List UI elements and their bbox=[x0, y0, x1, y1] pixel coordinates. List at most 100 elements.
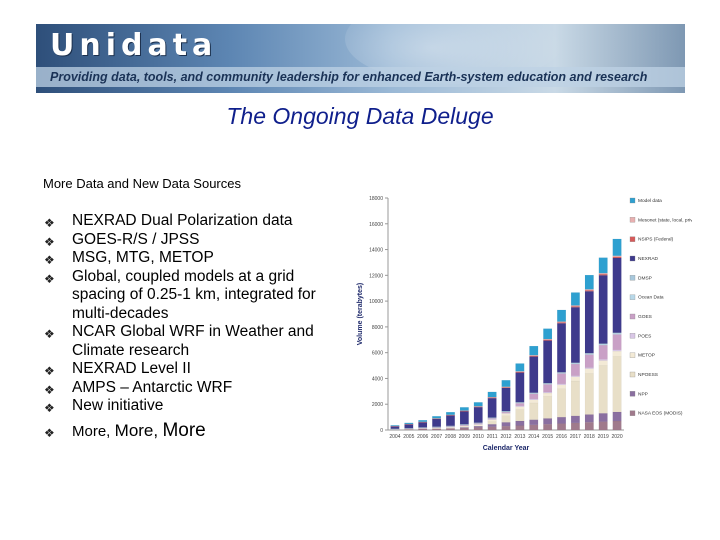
y-tick-label: 16000 bbox=[369, 222, 383, 228]
bar-segment bbox=[446, 415, 455, 426]
bar-segment bbox=[515, 420, 525, 426]
bar-segment bbox=[543, 418, 553, 425]
bar-segment bbox=[612, 256, 622, 259]
bar-segment bbox=[529, 402, 539, 420]
bar-segment bbox=[432, 428, 442, 431]
bullet-item-more: ❖ More, More, More bbox=[44, 420, 344, 442]
bar-segment bbox=[612, 238, 622, 256]
bar-segment bbox=[501, 422, 511, 427]
bullet-diamond-icon: ❖ bbox=[44, 216, 55, 230]
bar-segment bbox=[557, 416, 566, 424]
legend-label: NEXRAD bbox=[638, 256, 659, 262]
bullet-diamond-icon: ❖ bbox=[44, 327, 55, 341]
bar-segment bbox=[557, 383, 566, 386]
bar-segment bbox=[473, 402, 483, 407]
bar-segment bbox=[418, 422, 428, 428]
bullet-text: NEXRAD Level II bbox=[72, 360, 191, 377]
bullet-item: ❖ Global, coupled models at a grid spacin… bbox=[44, 268, 344, 324]
bar-segment bbox=[515, 406, 525, 410]
legend-swatch bbox=[629, 333, 636, 339]
bar-segment bbox=[598, 343, 608, 346]
bar-segment bbox=[446, 428, 455, 431]
unidata-banner: Unidata Providing data, tools, and commu… bbox=[36, 24, 685, 93]
y-tick-label: 4000 bbox=[372, 376, 383, 382]
bullet-diamond-icon: ❖ bbox=[44, 382, 55, 397]
bar-segment bbox=[515, 363, 525, 372]
legend-label: POES bbox=[638, 333, 651, 339]
bullet-diamond-icon: ❖ bbox=[44, 364, 55, 378]
data-volume-chart: 0 2000 4000 6000 8000 10000 12000 14000 16000 180… bbox=[352, 188, 701, 464]
bar-segment bbox=[543, 396, 553, 419]
legend-label: NASA EOS (MODIS) bbox=[638, 411, 683, 417]
bullet-item: ❖ NCAR Global WRF in Weather and Climate … bbox=[44, 323, 344, 360]
bar-segment bbox=[543, 340, 553, 384]
legend-swatch bbox=[629, 313, 636, 320]
bar-segment bbox=[598, 272, 608, 275]
y-tick-label: 2000 bbox=[372, 402, 383, 408]
legend-swatch bbox=[629, 294, 636, 300]
bar-segment bbox=[557, 373, 566, 385]
bar-segment bbox=[612, 257, 622, 333]
bar-segment bbox=[446, 412, 455, 415]
bar-segment bbox=[557, 384, 566, 389]
bar-segment bbox=[598, 274, 608, 276]
bar-segment bbox=[584, 274, 594, 290]
x-axis-label: Calendar Year bbox=[483, 445, 530, 452]
bar-segment bbox=[501, 386, 511, 388]
legend-label: Mesonet (state, local, private) bbox=[638, 217, 692, 223]
bullet-text: MSG, MTG, METOP bbox=[72, 249, 214, 266]
bar-segment bbox=[529, 424, 539, 431]
bar-segment bbox=[570, 363, 580, 376]
bar-segment bbox=[584, 368, 594, 374]
x-tick-label: 2014 bbox=[528, 434, 539, 440]
legend-label: Ocean Data bbox=[638, 295, 664, 301]
bar-segment bbox=[570, 307, 580, 363]
bar-segment bbox=[432, 416, 442, 419]
bar-segment bbox=[612, 334, 622, 350]
bar-segment bbox=[473, 427, 483, 431]
bar-segment bbox=[529, 345, 539, 356]
x-tick-label: 2020 bbox=[611, 434, 622, 440]
bar-segment bbox=[570, 422, 580, 431]
bar-segment bbox=[487, 398, 497, 418]
bar-segment bbox=[584, 291, 594, 354]
bar-segment bbox=[598, 421, 608, 431]
bar-segment bbox=[432, 418, 442, 427]
legend-swatch bbox=[629, 275, 636, 281]
legend-swatch bbox=[629, 352, 636, 358]
legend-swatch bbox=[629, 255, 636, 262]
more-word: More, bbox=[114, 420, 159, 440]
bar-segment bbox=[459, 424, 469, 425]
bar-segment bbox=[515, 403, 525, 406]
bar-segment bbox=[584, 422, 594, 431]
bar-segment bbox=[570, 375, 580, 377]
bar-segment bbox=[612, 411, 622, 422]
x-tick-label: 2013 bbox=[514, 434, 525, 440]
legend-label: DMSP bbox=[638, 275, 652, 281]
bullet-item: ❖ AMPS – Antarctic WRF bbox=[44, 379, 344, 398]
bullet-text: NEXRAD Dual Polarization data bbox=[72, 212, 293, 229]
bar-segment bbox=[570, 380, 580, 416]
bullet-text: NCAR Global WRF in Weather and Climate r… bbox=[72, 323, 314, 359]
bar-segment bbox=[515, 402, 525, 403]
bar-segment bbox=[501, 413, 511, 416]
x-tick-label: 2015 bbox=[542, 434, 553, 440]
bar-segment bbox=[529, 393, 539, 400]
x-tick-label: 2011 bbox=[487, 434, 498, 440]
bullet-diamond-icon: ❖ bbox=[44, 425, 55, 440]
bar-segment bbox=[459, 425, 469, 428]
bar-segment bbox=[584, 414, 594, 423]
bar-segment bbox=[584, 373, 594, 415]
x-tick-label: 2009 bbox=[459, 434, 470, 440]
bar-segment bbox=[487, 424, 497, 427]
legend-label: GOES bbox=[638, 314, 652, 320]
bullet-list: ❖ NEXRAD Dual Polarization data ❖ GOES-R/S… bbox=[44, 212, 344, 441]
bar-segment bbox=[418, 421, 428, 423]
banner-tagline: Providing data, tools, and community lea… bbox=[36, 67, 685, 87]
bar-segment bbox=[612, 420, 622, 431]
legend-swatch bbox=[629, 371, 636, 378]
bar-segment bbox=[515, 425, 525, 431]
y-tick-label: 12000 bbox=[369, 273, 383, 279]
legend-swatch bbox=[629, 197, 636, 204]
bar-segment bbox=[529, 419, 539, 425]
